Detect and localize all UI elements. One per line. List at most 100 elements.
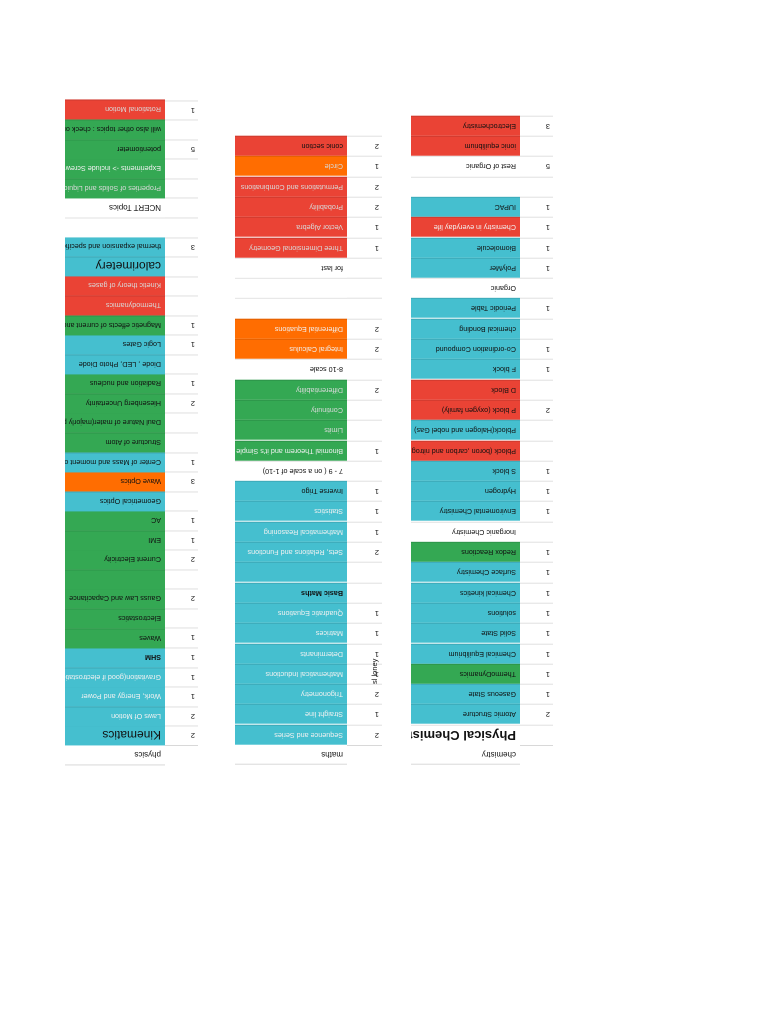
physics-count-cell xyxy=(165,276,198,296)
physics-count-cell xyxy=(165,491,198,511)
chemistry-topic-cell: Physical Chemistry xyxy=(411,724,520,745)
maths-topic-cell: Trigonometry xyxy=(235,683,347,705)
chemistry-count-cell: 1 xyxy=(520,216,553,238)
maths-topic-cell: 7 - 9 ( on a scale of 1-10) xyxy=(235,460,347,481)
physics-count-cell: 3 xyxy=(165,471,198,492)
maths-count-cell xyxy=(347,359,382,380)
maths-topic-cell: Sets, Relations and Functions xyxy=(235,541,347,563)
physics-count-cell xyxy=(165,432,198,453)
maths-topic-cell: Inverse Trigo xyxy=(235,480,347,502)
chemistry-topic-cell: D Block xyxy=(411,379,520,400)
chemistry-topic-cell: Organic xyxy=(411,277,520,299)
maths-count-cell: 1 xyxy=(347,622,382,644)
chemistry-topic-cell: ionic equilibrium xyxy=(411,135,520,157)
physics-topic-cell: Waves xyxy=(65,628,165,648)
maths-count-cell: 2 xyxy=(347,338,382,360)
chemistry-count-cell: 1 xyxy=(520,460,553,481)
chemistry-topic-cell: chemical Bonding xyxy=(411,318,520,339)
maths-topic-cell xyxy=(235,277,347,299)
chemistry-topic-cell: Surface Chemistry xyxy=(411,562,520,583)
maths-topic-cell: conic section xyxy=(235,135,347,157)
chemistry-count-cell: 3 xyxy=(520,115,553,136)
physics-topic-cell: EMI xyxy=(65,530,165,550)
chemistry-count-cell: 1 xyxy=(520,501,553,522)
physics-count-cell xyxy=(165,178,198,198)
chemistry-topic-cell: Gaseous State xyxy=(411,683,520,705)
physics-topic-cell xyxy=(65,569,165,589)
chemistry-topic-cell: Solid State xyxy=(411,622,520,644)
maths-count-cell: 1 xyxy=(347,440,382,461)
chemistry-topic-cell: P block (oxygen family) xyxy=(411,399,520,420)
maths-count-cell: 2 xyxy=(347,379,382,400)
physics-count-cell xyxy=(165,256,198,277)
maths-topic-cell: 8-10 scale xyxy=(235,359,347,380)
maths-topic-cell xyxy=(235,562,347,583)
physics-count-cell: 1 xyxy=(165,627,198,648)
maths-count-cell: 2 xyxy=(347,541,382,563)
maths-topic-cell: Sequence and Series xyxy=(235,724,347,745)
chemistry-count-header xyxy=(520,744,553,765)
physics-topic-column: physics Kinematics Laws Of Motion Work, En… xyxy=(65,99,165,765)
chemistry-count-cell: 1 xyxy=(520,663,553,684)
maths-topic-cell: Determinants xyxy=(235,643,347,664)
chemistry-count-cell: 1 xyxy=(520,562,553,583)
physics-topic-cell: Wave Optics xyxy=(65,471,165,492)
maths-topic-cell: Continuity xyxy=(235,399,347,420)
physics-topic-cell: SHM xyxy=(65,647,165,668)
chemistry-count-cell xyxy=(520,440,553,461)
physics-topic-cell: Logic Gates xyxy=(65,334,165,355)
chemistry-count-cell: 1 xyxy=(520,541,553,563)
physics-topic-cell: Current Electricity xyxy=(65,549,165,570)
maths-count-cell: 1 xyxy=(347,156,382,177)
maths-count-cell: 1 xyxy=(347,216,382,238)
maths-topic-cell xyxy=(235,298,347,319)
physics-count-cell: 3 xyxy=(165,237,198,257)
physics-topic-cell: Hiesenberg Uncertainty xyxy=(65,393,165,413)
physics-topic-cell: Magnetic effects of current and magnetis… xyxy=(65,315,165,335)
physics-count-cell: 1 xyxy=(165,667,198,687)
maths-topic-cell: Mathematical Reasoning xyxy=(235,521,347,542)
chemistry-count-cell xyxy=(520,724,553,745)
maths-count-cell: 2 xyxy=(347,135,382,157)
chemistry-count-cell xyxy=(520,419,553,441)
maths-topic-cell: Matrices xyxy=(235,622,347,644)
spreadsheet-page: physics Kinematics Laws Of Motion Work, En… xyxy=(65,99,575,765)
maths-count-cell xyxy=(347,298,382,319)
physics-topic-cell: Experiments -> include Screw gauge , ver… xyxy=(65,158,165,179)
maths-header: maths xyxy=(235,744,347,765)
physics-header: physics xyxy=(65,745,165,765)
chemistry-count-cell: 1 xyxy=(520,683,553,705)
maths-topic-cell: for last xyxy=(235,257,347,278)
physics-count-cell xyxy=(165,119,198,140)
chemistry-topic-cell xyxy=(411,176,520,197)
physics-count-cell xyxy=(165,217,198,237)
physics-count-cell: 1 xyxy=(165,686,198,707)
chemistry-topic-column: chemistry Physical ChemistryAtomic Struc… xyxy=(411,100,520,765)
maths-count-cell xyxy=(347,399,382,420)
chemistry-count-cell: 2 xyxy=(520,704,553,725)
maths-count-cell xyxy=(347,277,382,299)
physics-topic-cell: Gravitation(good if electrostatics is go… xyxy=(65,667,165,687)
physics-count-cell xyxy=(165,354,198,374)
maths-topic-cell: Basic Maths xyxy=(235,582,347,603)
chemistry-count-cell xyxy=(520,379,553,400)
chemistry-count-cell xyxy=(520,176,553,197)
physics-count-cell xyxy=(165,158,198,179)
maths-count-cell: 2 xyxy=(347,318,382,339)
chemistry-topic-cell: F block xyxy=(411,359,520,380)
chemistry-count-cell: 1 xyxy=(520,480,553,502)
maths-topic-cell: Circle xyxy=(235,156,347,177)
physics-count-cell xyxy=(165,569,198,589)
chemistry-topic-cell: solutions xyxy=(411,602,520,623)
maths-count-cell: 1 xyxy=(347,237,382,258)
physics-topic-cell: Kinetic theory of gases xyxy=(65,275,165,296)
maths-count-header xyxy=(347,744,382,765)
physics-topic-cell: Laws Of Motion xyxy=(65,706,165,726)
chemistry-topic-cell: IUPAC xyxy=(411,196,520,217)
maths-count-cell: 1 xyxy=(347,521,382,542)
chemistry-count-cell xyxy=(520,318,553,339)
physics-count-header xyxy=(165,745,198,765)
maths-topic-cell: Mathematical Inductions xyxy=(235,663,347,684)
chemistry-topic-cell: Atomic Structure xyxy=(411,704,520,725)
